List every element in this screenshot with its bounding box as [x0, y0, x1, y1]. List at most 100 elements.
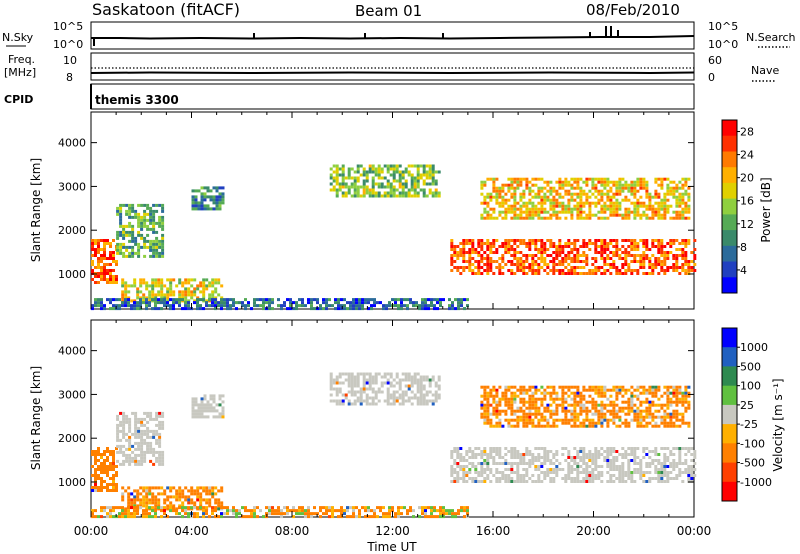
echo-cell: [346, 515, 349, 519]
echo-cell: [603, 210, 607, 214]
echo-cell: [489, 248, 493, 251]
echo-cell: [134, 423, 138, 427]
echo-cell: [355, 506, 358, 510]
echo-cell: [684, 406, 688, 410]
echo-cell: [197, 201, 201, 205]
echo-cell: [486, 394, 490, 398]
echo-cell: [359, 194, 363, 198]
echo-cell: [374, 390, 378, 394]
echo-cell: [158, 462, 162, 466]
echo-cell: [498, 245, 502, 248]
echo-cell: [489, 257, 493, 260]
echo-cell: [669, 400, 673, 404]
echo-cell: [534, 242, 538, 245]
echo-cell: [597, 421, 601, 425]
echo-cell: [121, 304, 124, 308]
echo-cell: [522, 269, 526, 272]
echo-cell: [600, 388, 604, 392]
echo-cell: [209, 409, 213, 413]
echo-cell: [657, 192, 661, 196]
echo-cell: [145, 281, 149, 285]
echo-cell: [391, 298, 394, 302]
echo-cell: [648, 456, 652, 459]
echo-cell: [200, 400, 204, 404]
echo-cell: [172, 298, 175, 302]
echo-cell: [552, 260, 556, 263]
echo-cell: [597, 471, 601, 474]
echo-cell: [561, 403, 565, 407]
echo-cell: [155, 450, 159, 454]
echo-cell: [510, 403, 514, 407]
echo-cell: [540, 447, 544, 450]
echo-cell: [100, 483, 103, 486]
echo-cell: [612, 213, 616, 217]
nsky-tick-low: 10^0: [53, 38, 83, 51]
echo-cell: [612, 201, 616, 205]
echo-cell: [208, 293, 212, 297]
echo-cell: [570, 477, 574, 480]
echo-cell: [160, 298, 163, 302]
echo-cell: [121, 301, 124, 305]
echo-cell: [373, 298, 376, 302]
echo-cell: [627, 186, 631, 190]
echo-cell: [136, 301, 139, 305]
echo-cell: [486, 257, 490, 260]
echo-cell: [196, 512, 199, 516]
echo-cell: [525, 254, 529, 257]
echo-cell: [564, 447, 568, 450]
echo-cell: [675, 257, 679, 260]
echo-cell: [131, 444, 135, 448]
echo-cell: [582, 447, 586, 450]
colorbar-tick-label: 500: [740, 360, 761, 373]
echo-cell: [663, 447, 667, 450]
echo-cell: [570, 216, 574, 220]
echo-cell: [459, 248, 463, 251]
echo-cell: [549, 207, 553, 211]
echo-cell: [91, 260, 94, 263]
echo-cell: [489, 177, 493, 181]
echo-cell: [214, 287, 218, 291]
echo-cell: [567, 421, 571, 425]
echo-cell: [149, 209, 153, 213]
echo-cell: [416, 164, 420, 168]
echo-cell: [681, 201, 685, 205]
echo-cell: [142, 293, 146, 297]
echo-cell: [215, 189, 219, 193]
echo-cell: [672, 415, 676, 419]
echo-cell: [155, 242, 159, 246]
echo-cell: [434, 170, 438, 174]
echo-cell: [576, 248, 580, 251]
echo-cell: [148, 501, 152, 505]
echo-cell: [486, 400, 490, 404]
echo-cell: [128, 221, 132, 225]
echo-cell: [603, 248, 607, 251]
echo-cell: [585, 477, 589, 480]
echo-cell: [597, 180, 601, 184]
echo-cell: [588, 189, 592, 193]
echo-cell: [642, 480, 646, 483]
echo-cell: [365, 185, 369, 189]
echo-cell: [633, 394, 637, 398]
echo-cell: [383, 185, 387, 189]
echo-cell: [97, 281, 100, 284]
echo-cell: [459, 254, 463, 257]
echo-cell: [122, 420, 126, 424]
echo-cell: [537, 272, 541, 275]
echo-cell: [395, 390, 399, 394]
echo-cell: [480, 272, 484, 275]
echo-cell: [504, 239, 508, 242]
echo-cell: [480, 254, 484, 257]
echo-cell: [211, 278, 215, 282]
echo-cell: [540, 403, 544, 407]
echo-cell: [540, 471, 544, 474]
echo-cell: [465, 480, 469, 483]
echo-cell: [428, 188, 432, 192]
echo-cell: [486, 465, 490, 468]
echo-cell: [145, 515, 148, 519]
echo-cell: [645, 183, 649, 187]
echo-cell: [456, 480, 460, 483]
echo-cell: [552, 468, 556, 471]
echo-cell: [161, 242, 165, 246]
echo-cell: [471, 462, 475, 465]
